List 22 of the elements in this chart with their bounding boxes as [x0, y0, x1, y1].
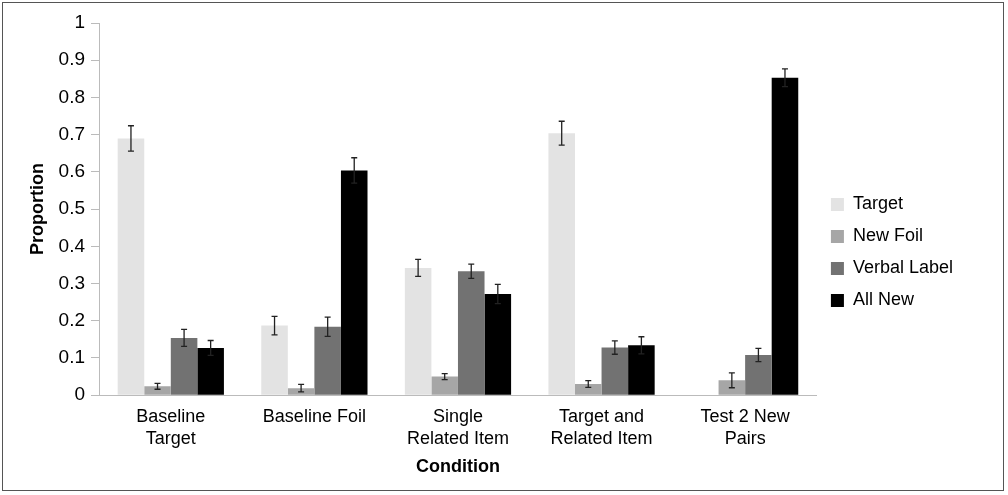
- y-tick-label: 0.1: [58, 346, 86, 368]
- y-tick-label: 0.7: [58, 122, 86, 144]
- y-tick-label: 0.9: [58, 48, 86, 70]
- legend-label: All New: [852, 289, 915, 310]
- legend-label: New Foil: [852, 225, 923, 246]
- x-tick-label: Target and Related Item: [550, 405, 653, 448]
- y-tick-label: 0.5: [58, 197, 86, 219]
- legend-label: Target: [852, 193, 903, 214]
- y-tick-label: 1: [74, 11, 86, 33]
- y-tick-label: 0.8: [58, 85, 86, 107]
- legend-label: Verbal Label: [852, 257, 954, 278]
- y-tick-label: 0: [74, 383, 86, 405]
- y-tick-label: 0.2: [58, 308, 86, 330]
- y-axis-title: Proportion: [26, 163, 47, 256]
- y-tick-label: 0.3: [58, 271, 86, 293]
- y-tick-label: 0.6: [58, 160, 86, 182]
- y-tick-label: 0.4: [58, 234, 86, 256]
- x-tick-label: Test 2 New Pairs: [700, 405, 791, 448]
- x-tick-label: Baseline Target: [136, 405, 206, 448]
- x-tick-label: Single Related Item: [406, 405, 509, 448]
- x-tick-label: Baseline Foil: [262, 405, 366, 426]
- x-axis-title: Condition: [415, 456, 500, 477]
